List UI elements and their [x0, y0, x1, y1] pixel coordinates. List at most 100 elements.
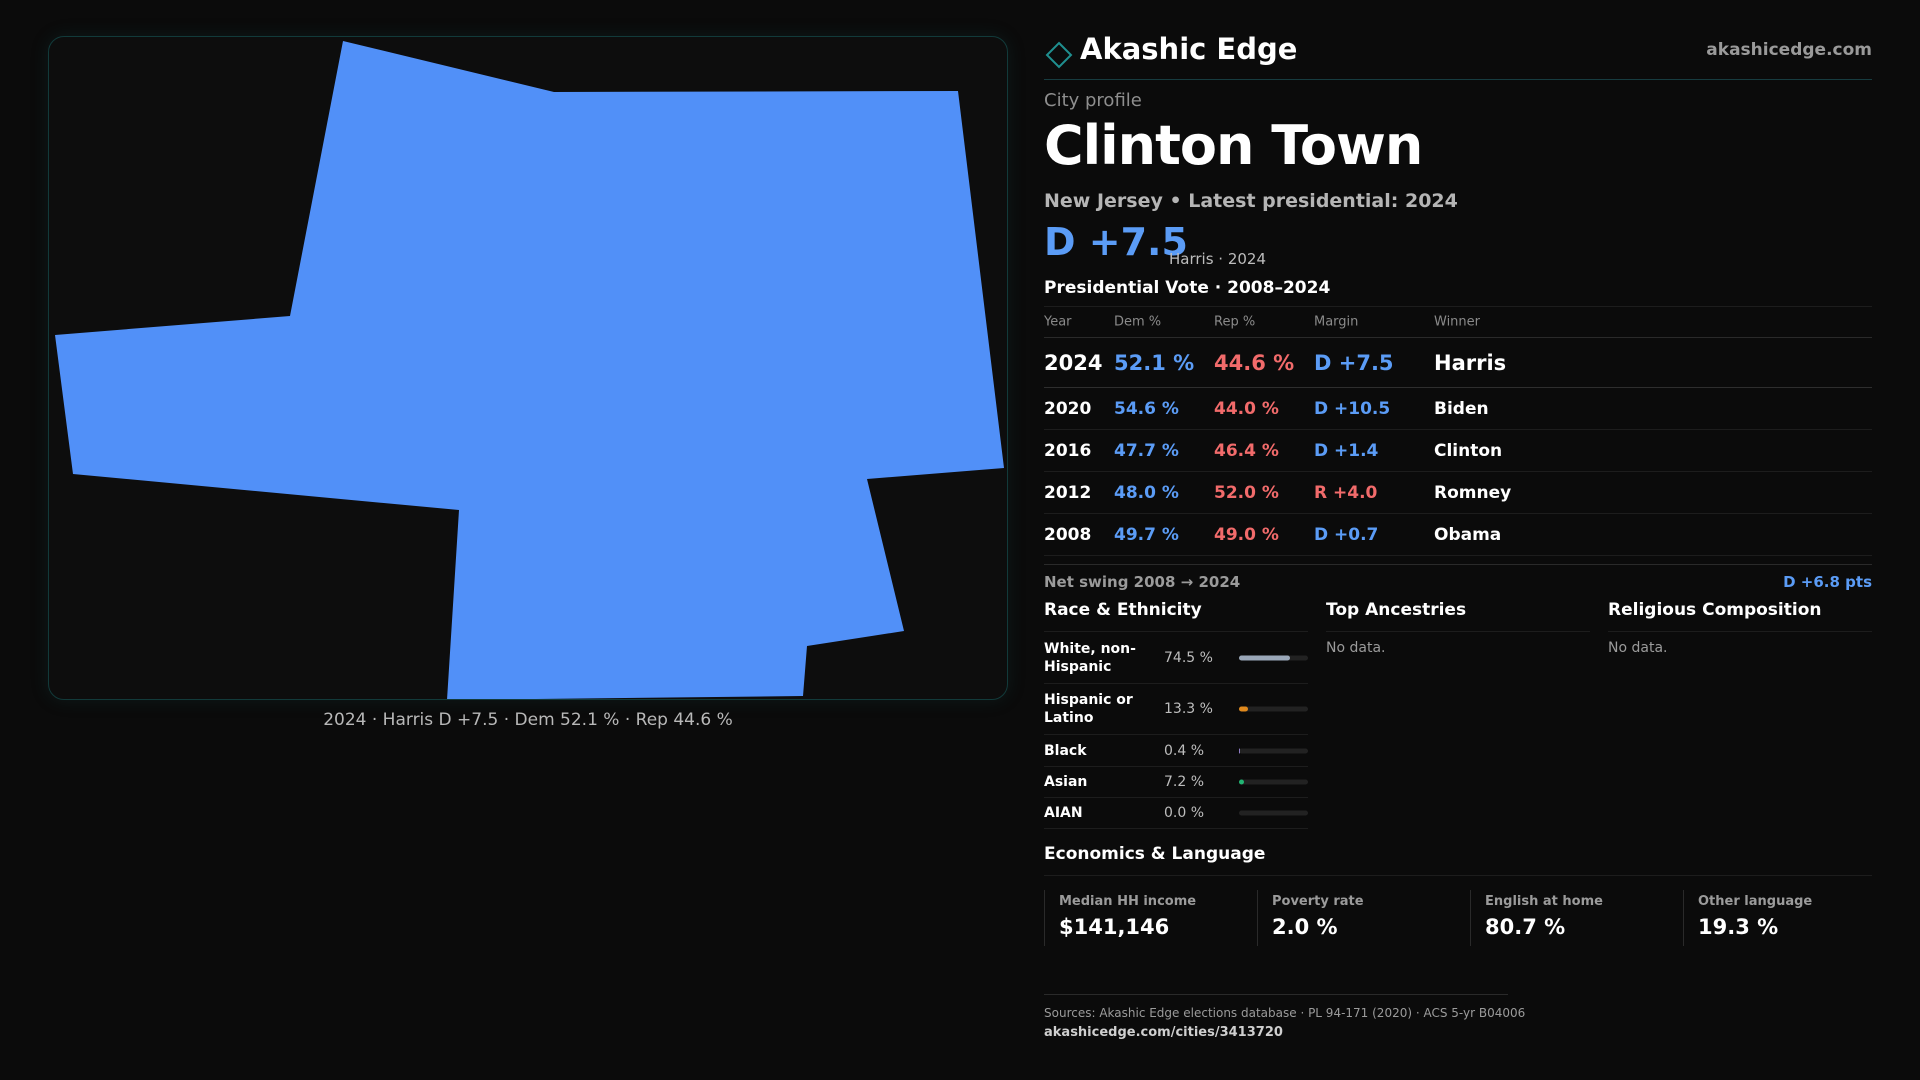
race-pct: 0.0 %	[1164, 805, 1205, 821]
race-pct: 13.3 %	[1164, 701, 1213, 717]
race-row: Hispanic or Latino 13.3 %	[1044, 684, 1308, 735]
brand-site-link[interactable]: akashicedge.com	[1706, 40, 1872, 60]
race-bar-fill	[1239, 779, 1244, 785]
race-bar-track	[1239, 810, 1308, 816]
row-year: 2020	[1044, 398, 1092, 419]
row-margin: R +4.0	[1314, 482, 1378, 503]
page-title: Clinton Town	[1044, 114, 1423, 177]
stat-poverty-rate: Poverty rate 2.0 %	[1257, 890, 1457, 946]
sources-text: Sources: Akashic Edge elections database…	[1044, 1006, 1526, 1020]
headline-margin: D +7.5	[1044, 220, 1188, 264]
race-bar-track	[1239, 655, 1308, 660]
row-rep-pct: 49.0 %	[1214, 524, 1279, 545]
row-year: 2024	[1044, 350, 1103, 375]
race-row: Black 0.4 %	[1044, 735, 1308, 767]
presidential-vote-table: Year Dem % Rep % Margin Winner 2024 52.1…	[1044, 306, 1872, 556]
stat-median-income: Median HH income $141,146	[1044, 890, 1244, 946]
header-year: Year	[1044, 314, 1072, 330]
row-margin: D +0.7	[1314, 524, 1379, 545]
race-name: AIAN	[1044, 805, 1083, 821]
page-eyebrow: City profile	[1044, 90, 1142, 111]
header-dem: Dem %	[1114, 314, 1162, 330]
race-row: AIAN 0.0 %	[1044, 798, 1308, 829]
economics-stats: Median HH income $141,146 Poverty rate 2…	[1044, 890, 1872, 946]
table-row: 2008 49.7 % 49.0 % D +0.7 Obama	[1044, 514, 1872, 556]
economics-title: Economics & Language	[1044, 844, 1872, 876]
map-caption: 2024 · Harris D +7.5 · Dem 52.1 % · Rep …	[323, 710, 733, 730]
row-rep-pct: 52.0 %	[1214, 482, 1279, 503]
stat-label: Median HH income	[1059, 894, 1197, 909]
race-pct: 0.4 %	[1164, 742, 1205, 759]
boundary-map	[48, 36, 1008, 700]
table-row: 2012 48.0 % 52.0 % R +4.0 Romney	[1044, 472, 1872, 514]
race-pct: 7.2 %	[1164, 774, 1205, 790]
race-name: White, non-Hispanic	[1044, 640, 1136, 675]
race-row: Asian 7.2 %	[1044, 767, 1308, 798]
religion-empty: No data.	[1608, 640, 1668, 656]
row-margin: D +7.5	[1314, 350, 1394, 375]
table-row: 2020 54.6 % 44.0 % D +10.5 Biden	[1044, 388, 1872, 430]
divider	[1044, 994, 1508, 995]
race-ethnicity-section: Race & Ethnicity White, non-Hispanic 74.…	[1044, 600, 1308, 829]
divider	[1044, 564, 1872, 565]
source-url-link[interactable]: akashicedge.com/cities/3413720	[1044, 1025, 1283, 1040]
row-rep-pct: 44.6 %	[1214, 350, 1295, 375]
row-dem-pct: 47.7 %	[1114, 440, 1179, 461]
religion-title: Religious Composition	[1608, 600, 1872, 632]
ancestries-title: Top Ancestries	[1326, 600, 1590, 632]
race-ethnicity-title: Race & Ethnicity	[1044, 600, 1308, 632]
net-swing-value: D +6.8 pts	[1783, 573, 1872, 591]
stat-english-at-home: English at home 80.7 %	[1470, 890, 1670, 946]
row-rep-pct: 46.4 %	[1214, 440, 1279, 461]
page-subtitle: New Jersey • Latest presidential: 2024	[1044, 190, 1458, 212]
headline-note: Harris · 2024	[1169, 250, 1267, 268]
race-row: White, non-Hispanic 74.5 %	[1044, 632, 1308, 684]
row-year: 2008	[1044, 524, 1092, 545]
race-bar-fill	[1239, 655, 1291, 660]
row-margin: D +10.5	[1314, 398, 1391, 419]
row-dem-pct: 48.0 %	[1114, 482, 1179, 503]
row-margin: D +1.4	[1314, 440, 1379, 461]
town-boundary-shape	[55, 41, 1004, 699]
vote-table-title: Presidential Vote · 2008–2024	[1044, 278, 1331, 298]
race-bar-fill	[1239, 706, 1249, 712]
brand-name[interactable]: Akashic Edge	[1080, 32, 1298, 66]
stat-value: $141,146	[1059, 915, 1170, 939]
stat-label: Other language	[1698, 894, 1813, 909]
row-year: 2012	[1044, 482, 1092, 503]
race-name: Black	[1044, 742, 1087, 759]
race-bar-track	[1239, 706, 1308, 712]
row-winner: Obama	[1434, 524, 1502, 545]
race-pct: 74.5 %	[1164, 649, 1213, 666]
row-winner: Harris	[1434, 350, 1507, 375]
row-winner: Biden	[1434, 398, 1489, 419]
race-name: Asian	[1044, 774, 1088, 790]
table-row: 2016 47.7 % 46.4 % D +1.4 Clinton	[1044, 430, 1872, 472]
net-swing-label: Net swing 2008 → 2024	[1044, 573, 1241, 591]
town-boundary-map	[55, 41, 1004, 699]
stat-other-language: Other language 19.3 %	[1683, 890, 1883, 946]
table-row: 2024 52.1 % 44.6 % D +7.5 Harris	[1044, 338, 1872, 388]
row-year: 2016	[1044, 440, 1092, 461]
stat-label: English at home	[1485, 894, 1603, 909]
header-winner: Winner	[1434, 314, 1481, 330]
row-dem-pct: 54.6 %	[1114, 398, 1179, 419]
brand-header: Akashic Edge akashicedge.com	[1044, 28, 1872, 80]
row-winner: Romney	[1434, 482, 1512, 503]
stat-value: 2.0 %	[1272, 915, 1338, 939]
row-winner: Clinton	[1434, 440, 1503, 461]
race-bar-track	[1239, 779, 1308, 785]
religious-composition-section: Religious Composition No data.	[1608, 600, 1872, 656]
header-margin: Margin	[1314, 314, 1359, 330]
race-bar-track	[1239, 748, 1308, 753]
stat-value: 19.3 %	[1698, 915, 1779, 939]
diamond-outline-icon	[1045, 41, 1073, 69]
race-name: Hispanic or Latino	[1044, 692, 1133, 726]
row-rep-pct: 44.0 %	[1214, 398, 1279, 419]
row-dem-pct: 52.1 %	[1114, 350, 1195, 375]
ancestries-empty: No data.	[1326, 640, 1386, 656]
stat-value: 80.7 %	[1485, 915, 1566, 939]
header-rep: Rep %	[1214, 314, 1256, 330]
row-dem-pct: 49.7 %	[1114, 524, 1179, 545]
top-ancestries-section: Top Ancestries No data.	[1326, 600, 1590, 656]
